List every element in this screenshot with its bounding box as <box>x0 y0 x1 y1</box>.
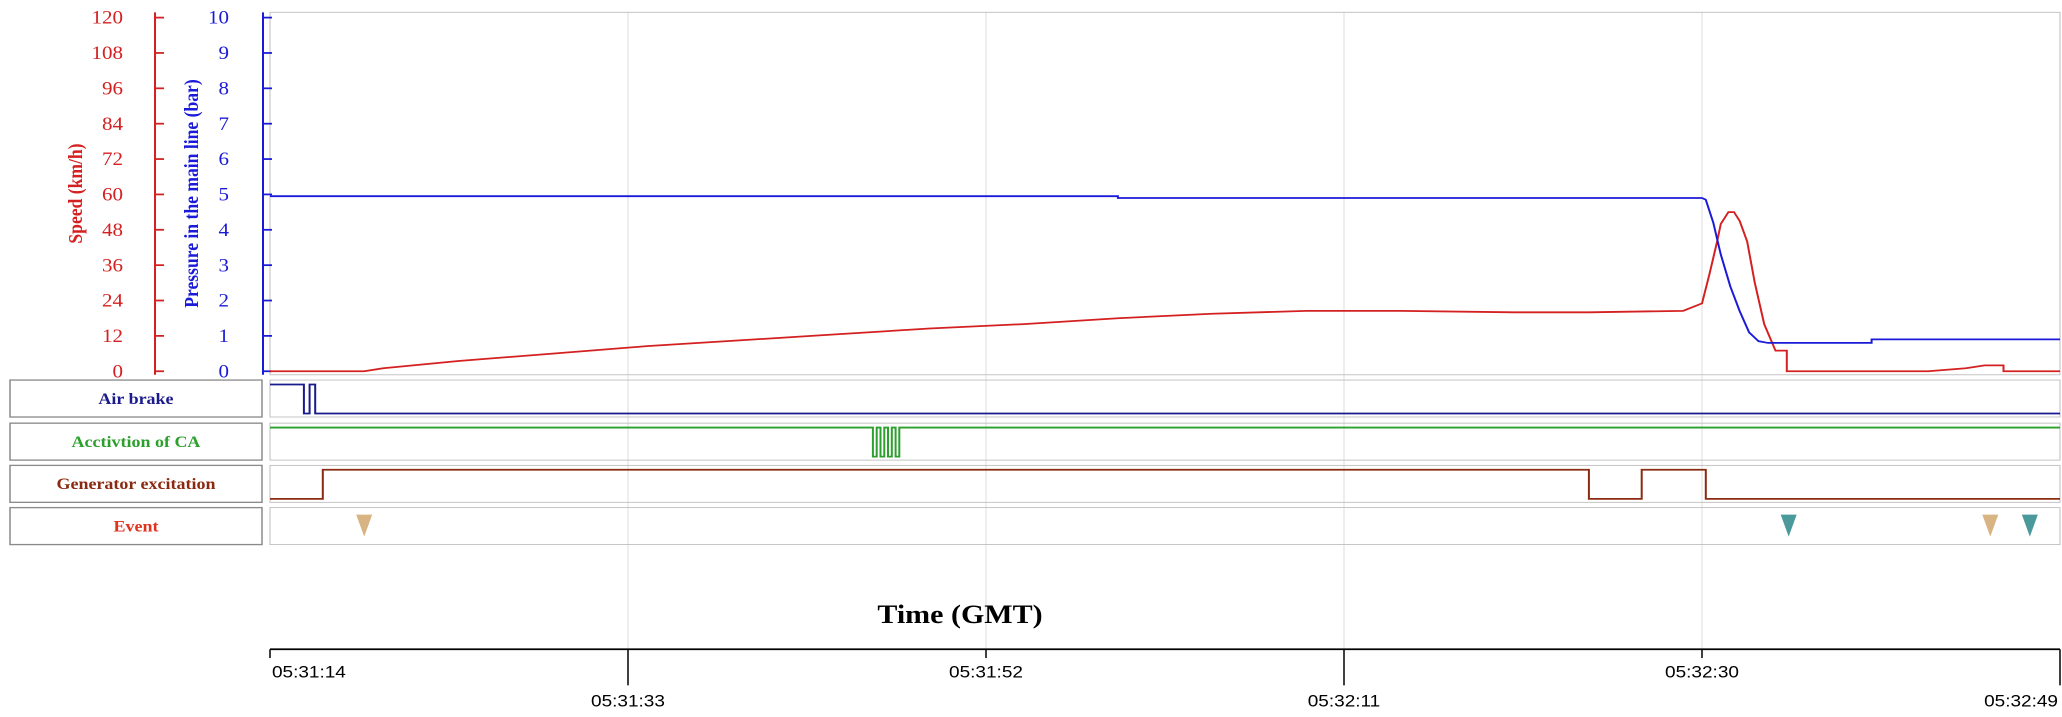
speed-axis-tick-label: 96 <box>102 79 123 100</box>
speed-axis-tick-label: 0 <box>112 362 123 383</box>
pressure-axis-tick-label: 8 <box>218 79 229 100</box>
pressure-axis-tick-label: 6 <box>218 149 229 170</box>
speed-axis-tick-label: 48 <box>102 220 123 241</box>
axes <box>154 12 264 375</box>
event-label-box <box>9 506 263 546</box>
digital-tracks: Air brake Acctivtion of CA Generator excit… <box>9 379 2061 546</box>
event-marker <box>1780 514 1797 537</box>
speed-axis-tick-label: 60 <box>102 185 123 206</box>
air-brake-label-box <box>9 379 263 418</box>
generator-excitation-signal-line <box>270 468 2060 500</box>
time-tick-label: 05:32:49 <box>1984 691 2058 710</box>
event-track <box>356 514 2038 537</box>
acctivtion-of-ca-track-box <box>269 422 2061 461</box>
pressure-axis-tick-label: 0 <box>218 362 229 383</box>
time-tick-label: 05:32:11 <box>1308 691 1381 710</box>
speed-axis-tick-label: 36 <box>102 255 123 276</box>
pressure-axis-tick-label: 9 <box>218 43 229 64</box>
time-tick-label: 05:31:14 <box>272 662 346 681</box>
acctivtion-of-ca-label-box <box>9 422 263 461</box>
speed-axis-tick-label: 24 <box>102 291 123 312</box>
generator-excitation-label: Generator excitation <box>57 475 217 493</box>
speed-axis-tick-label: 12 <box>102 326 123 347</box>
acctivtion-of-ca-label: Acctivtion of CA <box>72 433 202 451</box>
acctivtion-of-ca-signal-line <box>270 426 2060 458</box>
time-tick-label: 05:32:30 <box>1665 662 1739 681</box>
plot-area-frame <box>269 11 2061 376</box>
event-track-box <box>269 507 2061 546</box>
event-marker <box>356 514 373 537</box>
air-brake-track-box <box>269 379 2061 418</box>
grid <box>627 12 1703 650</box>
pressure-axis-tick-label: 10 <box>208 8 229 29</box>
speed-axis-tick-label: 120 <box>92 8 124 29</box>
pressure-axis-tick-label: 1 <box>218 326 229 347</box>
pressure-axis-tick-label: 7 <box>218 114 229 135</box>
event-label: Event <box>114 517 159 535</box>
speed-axis-tick-label: 72 <box>102 149 123 170</box>
pressure-series-line <box>270 195 2060 344</box>
pressure-axis-tick-label: 5 <box>218 185 229 206</box>
speed-axis-tick-label: 108 <box>92 43 124 64</box>
generator-excitation-label-box <box>9 464 263 503</box>
pressure-axis-tick-label: 3 <box>218 255 229 276</box>
time-axis: 05:31:14 05:31:33 05:31:52 05:32:11 05:32:30… <box>269 648 2061 710</box>
generator-excitation-track-box <box>269 464 2061 503</box>
air-brake-label: Air brake <box>98 390 174 408</box>
time-tick-label: 05:31:52 <box>949 662 1023 681</box>
time-axis-title: Time (GMT) <box>877 600 1042 629</box>
air-brake-signal-line <box>270 383 2060 415</box>
event-marker <box>2021 514 2038 537</box>
pressure-axis-tick-label: 4 <box>218 220 229 241</box>
series-lines <box>270 195 2060 373</box>
speed-series-line <box>270 211 2060 373</box>
time-tick-label: 05:31:33 <box>591 691 665 710</box>
speed-axis-title: Speed (km/h) <box>65 143 87 243</box>
pressure-axis-title: Pressure in the main line (bar) <box>181 79 203 307</box>
speed-axis-tick-label: 84 <box>102 114 123 135</box>
event-marker <box>1982 514 1999 537</box>
pressure-axis-tick-label: 2 <box>218 291 229 312</box>
